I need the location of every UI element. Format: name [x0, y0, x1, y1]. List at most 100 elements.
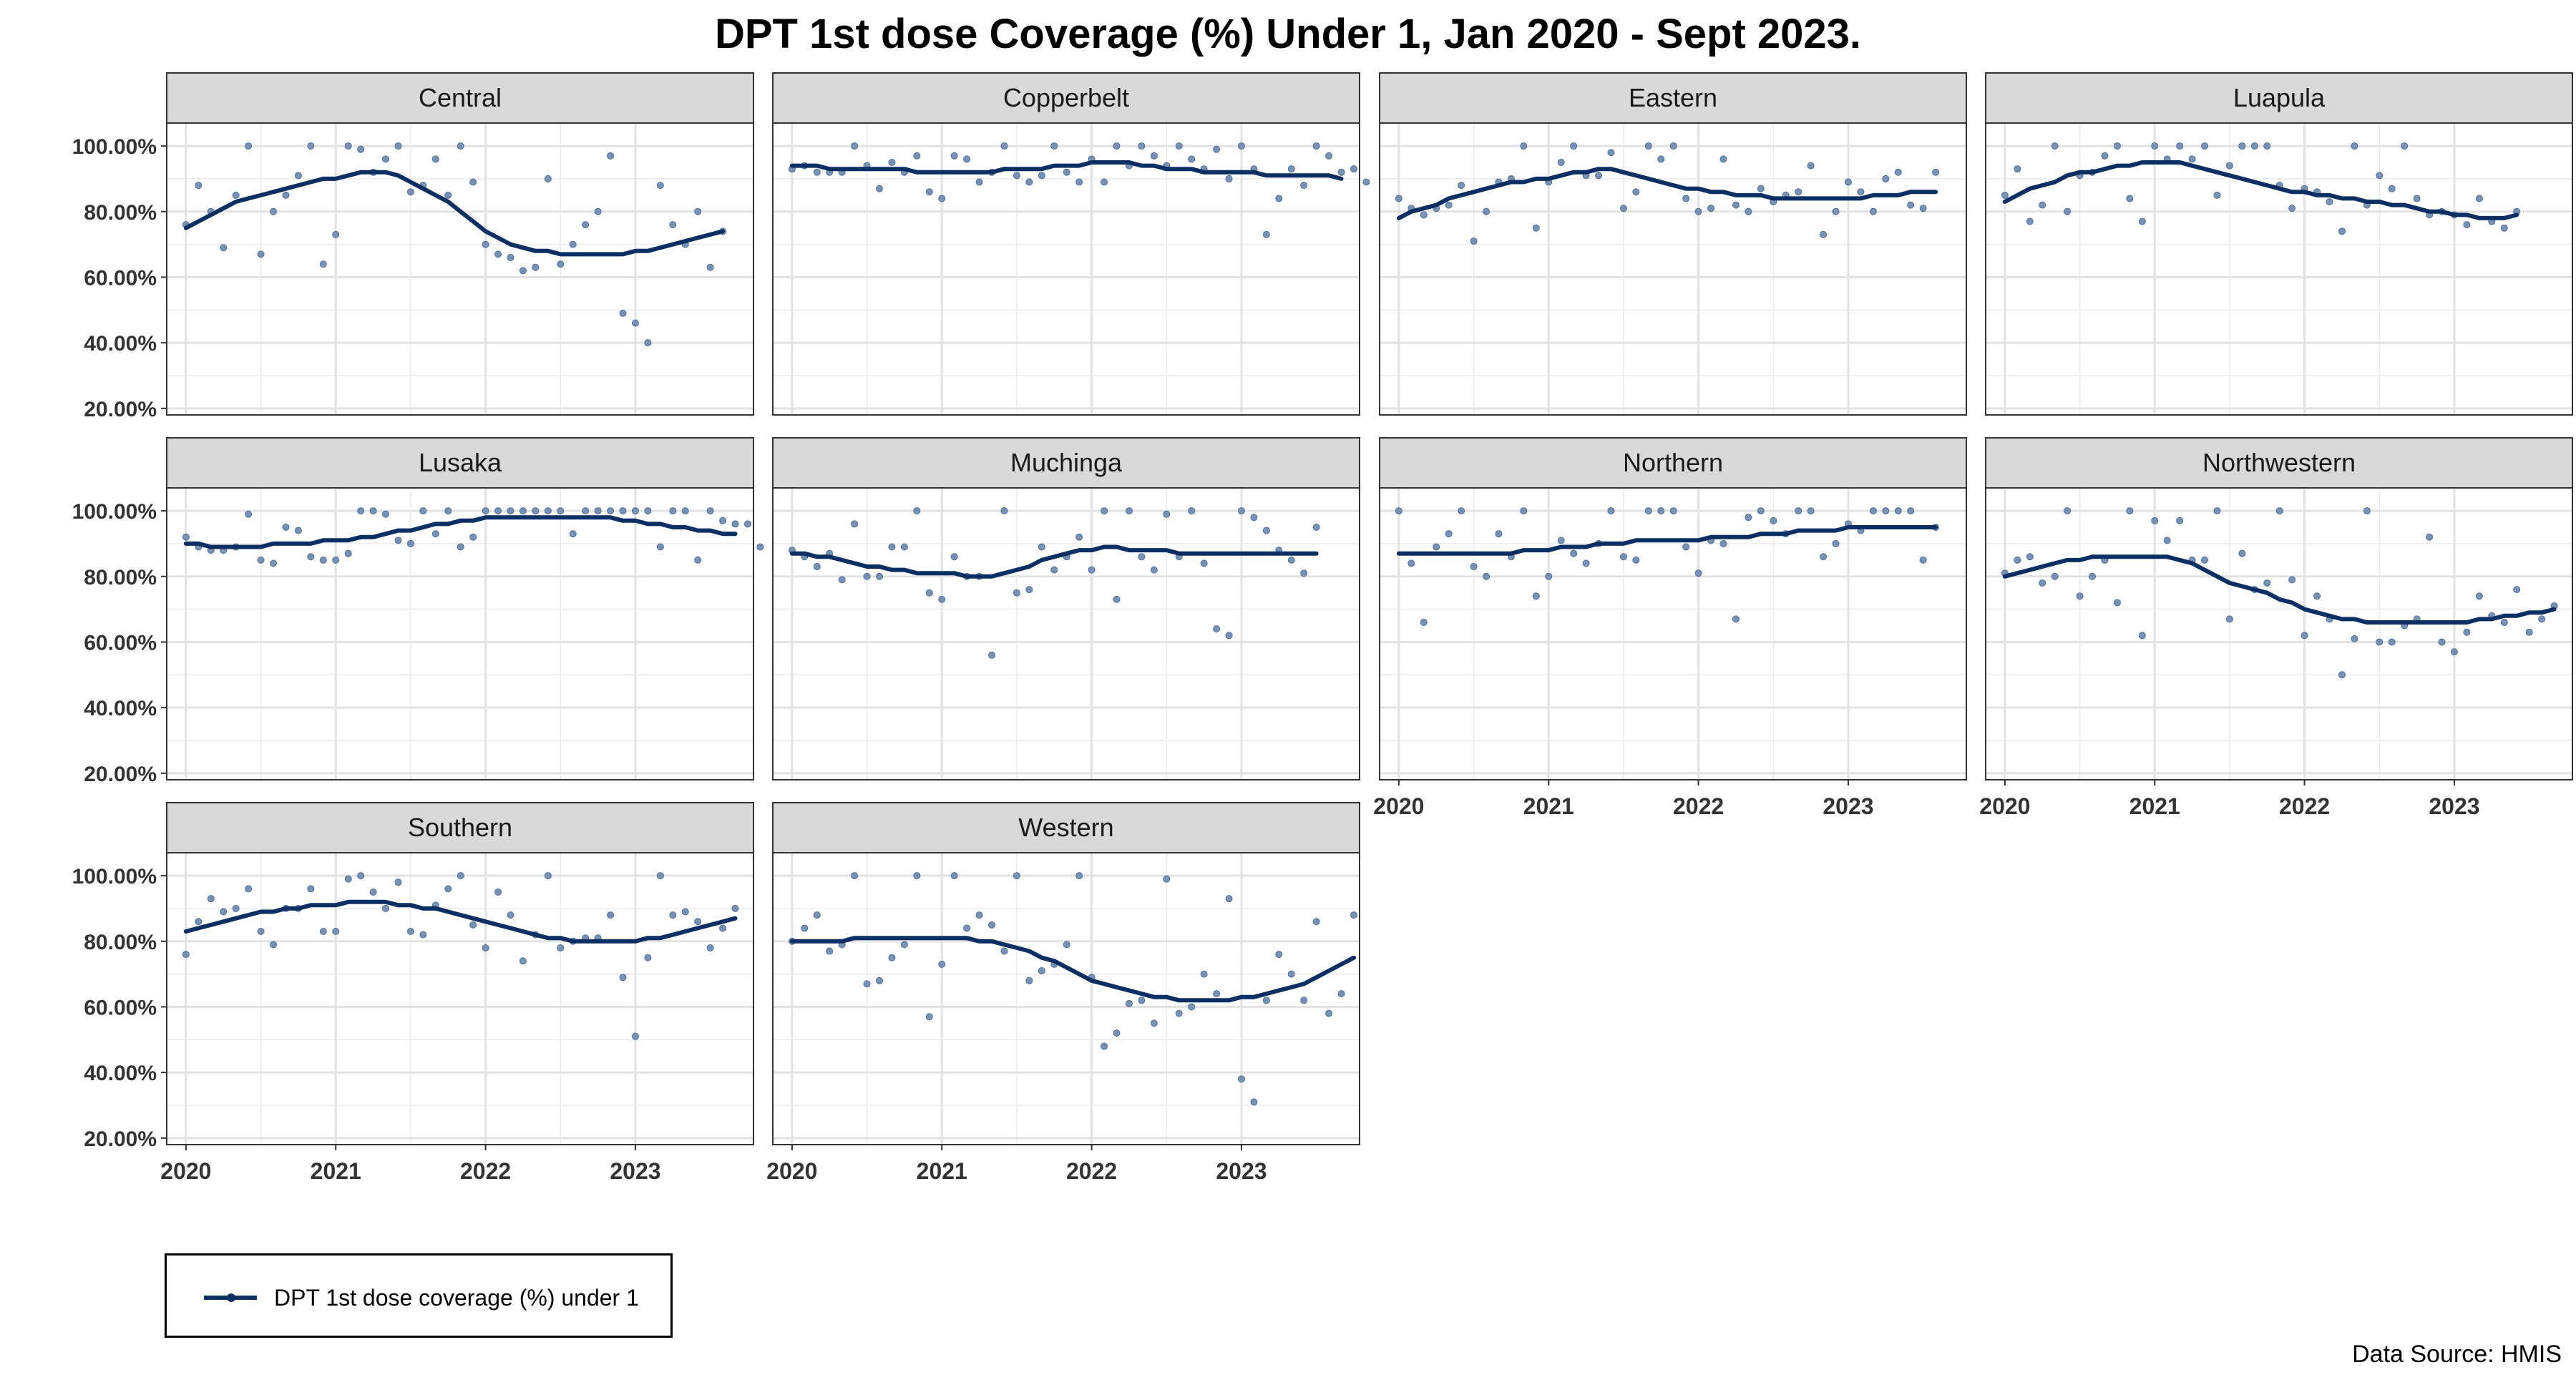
data-point: [394, 878, 402, 886]
data-point: [2413, 195, 2421, 202]
data-point: [519, 957, 527, 965]
data-point: [2263, 579, 2271, 587]
facet-strip: [1985, 437, 2573, 489]
data-point: [2051, 572, 2059, 580]
data-point: [706, 944, 714, 951]
data-point: [801, 924, 809, 932]
data-point: [457, 543, 464, 551]
data-point: [382, 904, 390, 912]
y-tick-label: 60.00%: [84, 266, 157, 290]
data-point: [507, 507, 514, 515]
data-point: [232, 904, 240, 912]
panel-background: [773, 853, 1360, 1145]
data-point: [1138, 553, 1146, 561]
data-point: [1807, 507, 1815, 515]
data-point: [1350, 911, 1357, 919]
facet-lusaka: Lusaka 20.00% 40.00% 60.00% 80.00% 100.00%: [72, 437, 764, 786]
data-point: [582, 507, 590, 515]
data-point: [1175, 142, 1183, 150]
panel-border: [772, 487, 1360, 780]
facet-strip: [1379, 437, 1967, 489]
data-point: [1200, 970, 1208, 978]
data-point: [1869, 507, 1877, 515]
chart-title: DPT 1st dose Coverage (%) Under 1, Jan 2…: [714, 11, 1862, 57]
data-point: [245, 142, 253, 150]
data-point: [332, 230, 340, 238]
facet-western: Western 2020 2021 2022 2023: [766, 802, 1360, 1184]
data-point: [469, 533, 477, 541]
data-point: [369, 507, 377, 515]
facet-eastern: Eastern: [1379, 72, 1967, 416]
data-point: [1188, 507, 1196, 515]
data-point: [2014, 556, 2021, 564]
panel-border: [772, 852, 1360, 1145]
data-point: [220, 908, 228, 916]
data-point: [826, 947, 834, 955]
facet-strip: [166, 802, 754, 853]
data-point: [2014, 165, 2021, 173]
trend-line: [183, 899, 738, 944]
panel-border: [772, 122, 1360, 416]
data-point: [1732, 615, 1740, 623]
data-point: [1644, 507, 1652, 515]
y-tick-label: 40.00%: [84, 332, 157, 356]
data-point: [2238, 142, 2246, 150]
data-point: [644, 339, 652, 347]
data-point: [1520, 142, 1528, 150]
facet-strip-label: Lusaka: [419, 448, 502, 477]
data-point: [1312, 918, 1320, 926]
data-point: [1619, 553, 1627, 561]
facet-northwestern: Northwestern 2020 2021 2022 2023: [1979, 437, 2573, 819]
data-point: [2101, 152, 2109, 160]
data-point: [319, 928, 327, 936]
data-point: [507, 911, 514, 919]
data-point: [619, 974, 627, 982]
data-point: [2376, 172, 2384, 180]
data-point: [1582, 559, 1590, 567]
data-point: [1225, 175, 1233, 182]
data-point: [519, 267, 527, 275]
data-point: [1570, 142, 1578, 150]
data-point: [1458, 507, 1465, 515]
data-point: [2263, 142, 2271, 150]
data-point: [1213, 990, 1221, 998]
data-point: [1138, 997, 1146, 1004]
data-point: [494, 507, 502, 515]
data-point: [913, 872, 921, 880]
data-point: [1350, 165, 1357, 173]
data-point: [2201, 142, 2209, 150]
facet-central: Central 20.00% 40.00% 60.00% 80.00% 100.00%: [72, 72, 754, 421]
trend-line: [1396, 167, 1938, 220]
data-point: [2275, 507, 2283, 515]
data-point: [2113, 142, 2121, 150]
data-point: [631, 1032, 639, 1040]
data-point: [1150, 1019, 1158, 1027]
data-point: [1300, 569, 1308, 577]
data-point: [2438, 638, 2446, 646]
data-point: [607, 507, 615, 515]
data-point: [1844, 178, 1852, 186]
facet-strip-label: Muchinga: [1010, 448, 1123, 477]
data-point: [245, 885, 253, 893]
data-point: [963, 155, 971, 163]
data-point: [357, 872, 365, 880]
data-point: [2026, 553, 2034, 561]
data-point: [913, 507, 921, 515]
x-tick-label: 2022: [1673, 793, 1724, 819]
data-point: [1075, 178, 1083, 186]
data-point: [2351, 635, 2358, 642]
data-point: [2426, 533, 2434, 541]
data-point: [1420, 211, 1428, 219]
data-point: [1188, 1003, 1196, 1011]
data-point: [2213, 191, 2221, 199]
data-point: [2250, 142, 2258, 150]
data-point: [644, 954, 652, 961]
data-point: [1025, 976, 1033, 984]
data-point: [319, 260, 327, 268]
data-point: [544, 872, 552, 880]
data-point: [1262, 527, 1270, 534]
data-point: [1337, 168, 1345, 176]
data-point: [1025, 586, 1033, 594]
data-point: [876, 976, 884, 984]
data-point: [1038, 543, 1045, 551]
